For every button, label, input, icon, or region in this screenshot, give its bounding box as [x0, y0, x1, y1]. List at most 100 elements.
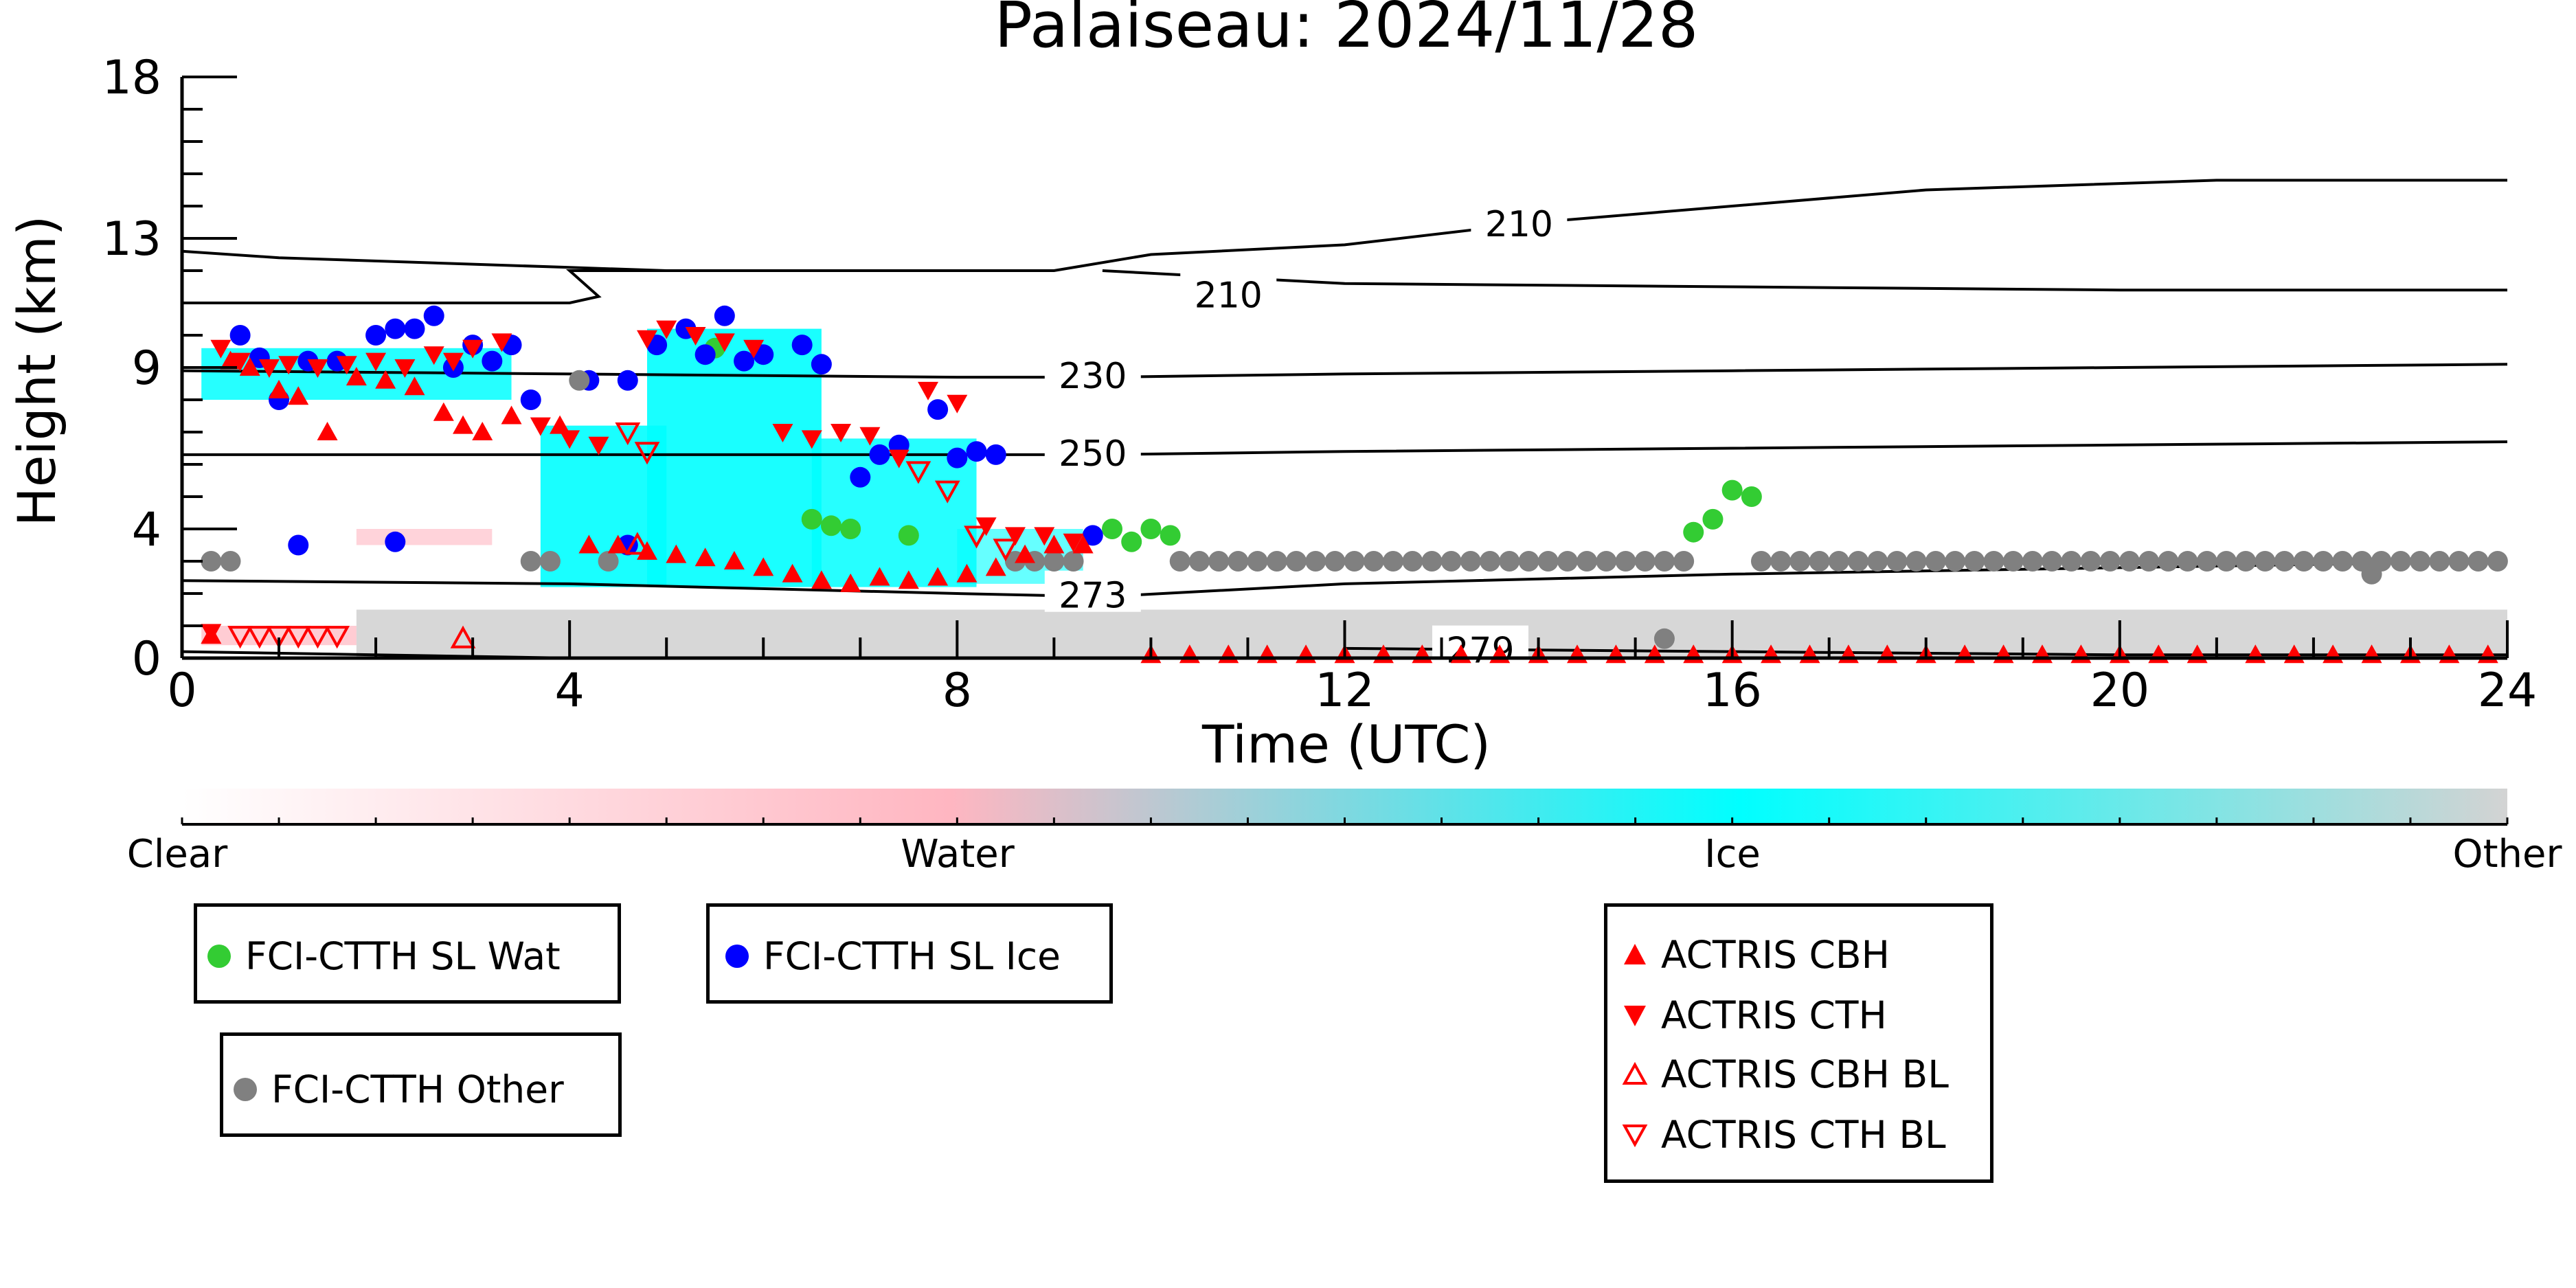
point-fci-ctth-other — [1188, 551, 1210, 572]
point-fci-ctth-other — [2158, 551, 2179, 572]
legend-item-other: FCI-CTTH Other — [231, 1067, 564, 1111]
contour-label: 250 — [1059, 433, 1127, 475]
cloud-shading-2 — [647, 328, 822, 587]
point-actris-cbh — [666, 544, 687, 563]
point-actris-cth-bl — [993, 539, 1019, 562]
point-actris-cbh — [239, 357, 260, 376]
point-actris-cbh — [578, 534, 600, 554]
point-actris-cbh — [869, 567, 890, 586]
point-fci-ctth-sl-ice — [927, 399, 949, 420]
point-fci-ctth-other — [2196, 551, 2217, 572]
point-actris-cth — [442, 352, 464, 372]
point-fci-ctth-other — [1402, 551, 1423, 572]
point-actris-cbh — [269, 379, 290, 398]
legend-label-cth-bl: ACTRIS CTH BL — [1661, 1113, 1946, 1157]
legend-label-cbh: ACTRIS CBH — [1661, 933, 1890, 977]
point-actris-cth-bl — [634, 442, 660, 465]
point-fci-ctth-sl-ice — [365, 325, 387, 346]
point-actris-cbh — [550, 415, 571, 434]
y-tick-label: 4 — [132, 503, 161, 557]
point-actris-cth — [859, 427, 881, 446]
contour-label-bg — [1044, 351, 1141, 393]
point-fci-ctth-sl-ice — [288, 534, 309, 556]
point-fci-ctth-other — [1344, 551, 1365, 572]
point-fci-ctth-sl-wat — [1121, 531, 1142, 552]
point-actris-cth — [888, 449, 909, 468]
point-fci-ctth-other — [1867, 551, 1888, 572]
point-fci-ctth-other — [1906, 551, 1927, 572]
point-actris-cth — [801, 430, 822, 449]
point-fci-ctth-other — [2119, 551, 2140, 572]
contour-label: 230 — [1059, 356, 1127, 397]
point-fci-ctth-other — [2361, 563, 2382, 585]
point-fci-ctth-sl-wat — [1702, 508, 1724, 530]
contour-label: 273 — [1059, 576, 1127, 617]
point-actris-cbh — [1043, 534, 1065, 554]
point-fci-ctth-other — [1653, 628, 1675, 649]
point-fci-ctth-other — [1945, 551, 1966, 572]
contour-label-bg — [1180, 270, 1277, 312]
point-fci-ctth-sl-wat — [840, 519, 861, 539]
filled-triangle-down-icon — [1624, 1006, 1646, 1026]
point-actris-cth — [1004, 527, 1026, 546]
point-fci-ctth-other — [1421, 551, 1443, 572]
point-actris-cth — [772, 424, 793, 442]
point-actris-cth-bl — [305, 626, 330, 649]
point-fci-ctth-other — [1266, 551, 1287, 572]
point-fci-ctth-sl-ice — [520, 389, 541, 410]
point-fci-ctth-sl-ice — [229, 325, 251, 346]
x-axis-label: Time (UTC) — [1201, 714, 1491, 775]
point-actris-cth — [656, 320, 677, 339]
contour-label-bg — [1044, 570, 1141, 612]
point-fci-ctth-other — [1383, 551, 1404, 572]
legend-item-wat: FCI-CTTH SL Wat — [205, 934, 561, 978]
point-fci-ctth-other — [2448, 551, 2470, 572]
point-fci-ctth-sl-wat — [898, 525, 919, 546]
point-fci-ctth-other — [201, 551, 222, 572]
point-actris-cth — [743, 339, 765, 359]
colorbar-label-water: Water — [901, 832, 1015, 877]
point-fci-ctth-sl-ice — [985, 444, 1006, 465]
point-actris-cth — [462, 339, 484, 359]
point-fci-ctth-sl-ice — [947, 447, 968, 468]
point-fci-ctth-other — [1043, 551, 1065, 572]
point-fci-ctth-other — [1964, 551, 1985, 572]
point-fci-ctth-other — [1596, 551, 1617, 572]
point-fci-ctth-other — [1169, 551, 1190, 572]
legend-item-ice: FCI-CTTH SL Ice — [723, 934, 1061, 978]
point-fci-ctth-other — [1537, 551, 1559, 572]
point-actris-cth-bl — [266, 626, 292, 649]
legend-label-cth: ACTRIS CTH — [1661, 993, 1887, 1037]
point-fci-ctth-other — [1886, 551, 1908, 572]
point-fci-ctth-other — [1634, 551, 1656, 572]
point-fci-ctth-other — [2235, 551, 2257, 572]
filled-triangle-up-icon — [1624, 944, 1646, 964]
point-fci-ctth-other — [1460, 551, 1481, 572]
point-actris-cbh — [346, 367, 367, 386]
point-actris-cbh — [985, 557, 1006, 576]
x-tick-label: 12 — [1315, 664, 1375, 718]
point-fci-ctth-other — [2410, 551, 2431, 572]
point-fci-ctth-sl-ice — [714, 305, 735, 326]
point-actris-cth — [685, 327, 706, 346]
point-fci-ctth-other — [1063, 551, 1084, 572]
point-fci-ctth-other — [1983, 551, 2004, 572]
y-tick-label: 18 — [102, 51, 161, 105]
contour-line — [181, 179, 2507, 272]
green-circle-icon — [207, 945, 231, 968]
gray-circle-icon — [234, 1078, 257, 1101]
point-actris-cbh — [433, 402, 454, 421]
point-fci-ctth-other — [1615, 551, 1636, 572]
point-fci-ctth-other — [220, 551, 241, 572]
point-fci-ctth-sl-wat — [1721, 479, 1743, 501]
axes: 0 4 8 12 16 20 24 0 4 9 13 18 — [102, 51, 2537, 718]
point-fci-ctth-other — [1557, 551, 1578, 572]
point-fci-ctth-other — [1750, 551, 1772, 572]
point-actris-cbh — [472, 422, 493, 440]
open-triangle-up-icon — [1622, 1061, 1648, 1085]
y-axis-label: Height (km) — [6, 216, 67, 527]
point-actris-cbh — [220, 350, 241, 370]
x-tick-label: 20 — [2090, 664, 2150, 718]
point-fci-ctth-sl-wat — [1160, 525, 1181, 546]
point-actris-cth — [210, 339, 231, 359]
